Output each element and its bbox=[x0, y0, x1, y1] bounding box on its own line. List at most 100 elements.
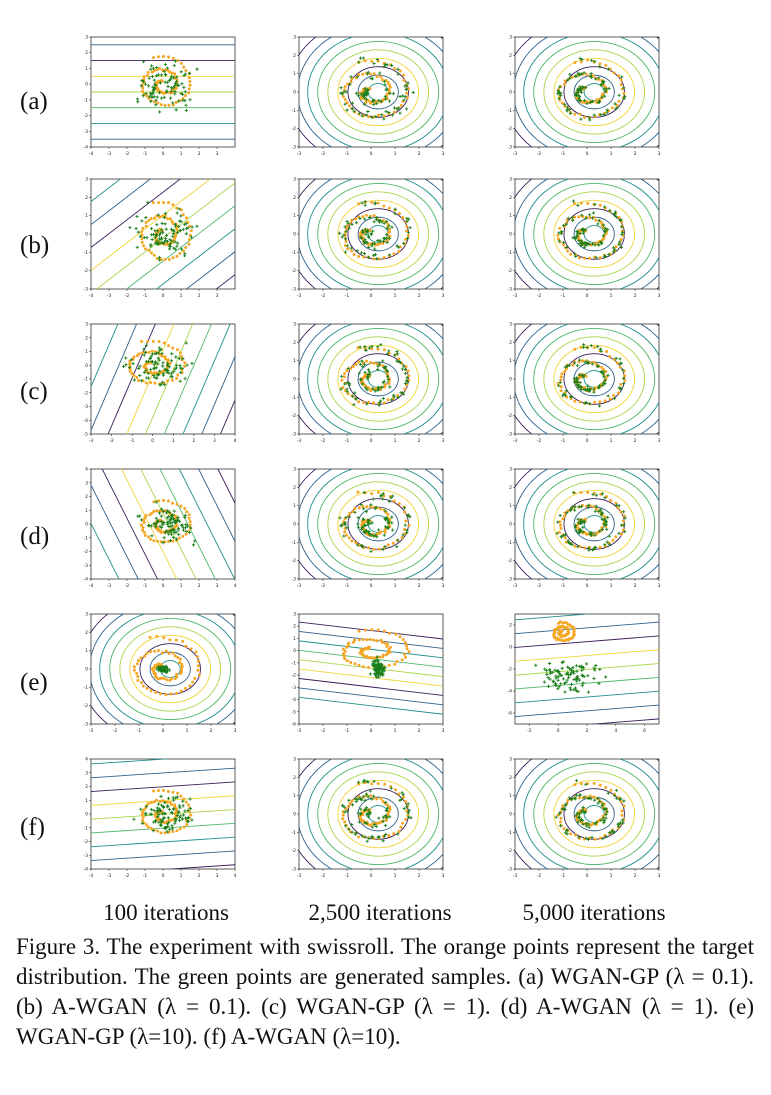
generated-point bbox=[585, 102, 589, 106]
x-tick-label: 0 bbox=[586, 293, 589, 299]
x-tick-label: 2 bbox=[634, 873, 637, 879]
target-point bbox=[406, 233, 410, 237]
target-point bbox=[379, 638, 383, 642]
target-point bbox=[617, 99, 621, 103]
x-tick-label: 1 bbox=[610, 873, 613, 879]
generated-point bbox=[564, 222, 568, 226]
target-point bbox=[153, 381, 157, 385]
target-point bbox=[165, 678, 169, 682]
target-point bbox=[171, 346, 175, 350]
generated-point bbox=[575, 232, 579, 236]
target-point bbox=[173, 803, 177, 807]
target-point bbox=[156, 55, 160, 59]
target-point bbox=[367, 115, 371, 119]
generated-point bbox=[581, 85, 585, 89]
generated-point bbox=[594, 493, 598, 497]
target-point bbox=[397, 249, 401, 253]
generated-point bbox=[366, 70, 370, 74]
generated-point bbox=[157, 233, 162, 237]
target-point bbox=[166, 499, 170, 503]
generated-point bbox=[405, 805, 409, 809]
generated-point bbox=[564, 389, 568, 393]
generated-point bbox=[361, 230, 365, 235]
generated-point bbox=[347, 798, 351, 802]
target-point bbox=[145, 651, 149, 655]
contour-line bbox=[91, 324, 138, 432]
generated-point bbox=[586, 361, 590, 365]
generated-point bbox=[591, 548, 595, 552]
generated-point bbox=[617, 504, 621, 508]
generated-point bbox=[382, 80, 386, 84]
generated-point bbox=[606, 515, 610, 520]
generated-point bbox=[581, 227, 585, 231]
x-tick-label: 1 bbox=[394, 583, 397, 589]
y-tick-label: -3 bbox=[84, 129, 89, 135]
target-point bbox=[563, 536, 567, 540]
y-tick-label: -3 bbox=[508, 287, 513, 293]
target-point bbox=[170, 378, 174, 382]
y-tick-label: -1 bbox=[508, 250, 513, 256]
generated-point bbox=[373, 389, 377, 393]
x-tick-label: -2 bbox=[321, 151, 326, 157]
generated-point bbox=[580, 668, 584, 672]
generated-point bbox=[587, 503, 591, 507]
target-point bbox=[149, 537, 153, 541]
generated-point bbox=[360, 526, 364, 530]
generated-point bbox=[178, 363, 182, 368]
target-point bbox=[365, 359, 369, 363]
generated-point bbox=[589, 344, 593, 348]
target-point bbox=[612, 71, 616, 75]
target-point bbox=[370, 628, 374, 632]
target-point bbox=[404, 655, 408, 659]
generated-point bbox=[150, 95, 154, 100]
generated-point bbox=[582, 98, 586, 102]
x-tick-label: -1 bbox=[561, 873, 566, 879]
target-point bbox=[183, 364, 187, 368]
generated-point bbox=[373, 533, 377, 537]
generated-point bbox=[605, 810, 609, 814]
generated-point bbox=[159, 823, 163, 827]
generated-point bbox=[178, 219, 182, 223]
target-point bbox=[174, 638, 178, 642]
generated-point bbox=[166, 84, 170, 89]
generated-point bbox=[359, 378, 363, 382]
generated-point bbox=[359, 235, 363, 239]
generated-point bbox=[382, 221, 386, 225]
generated-point bbox=[344, 515, 348, 520]
generated-point bbox=[591, 216, 595, 220]
generated-point bbox=[363, 345, 367, 349]
target-point bbox=[363, 628, 367, 632]
generated-point bbox=[374, 824, 378, 829]
generated-point bbox=[146, 84, 151, 88]
generated-point bbox=[556, 678, 560, 682]
target-point bbox=[154, 690, 158, 694]
generated-point bbox=[605, 540, 609, 544]
generated-point bbox=[170, 827, 175, 831]
y-tick-label: 1 bbox=[293, 503, 296, 509]
generated-point bbox=[407, 217, 411, 221]
generated-point bbox=[576, 517, 580, 521]
generated-point bbox=[149, 244, 153, 248]
contour-line bbox=[198, 469, 235, 543]
generated-point bbox=[592, 676, 596, 681]
generated-point bbox=[356, 797, 360, 802]
target-point bbox=[407, 374, 411, 378]
y-tick-label: -4 bbox=[84, 418, 89, 424]
generated-point bbox=[556, 92, 560, 96]
generated-point bbox=[147, 376, 151, 380]
generated-point bbox=[179, 370, 183, 375]
generated-point bbox=[367, 235, 371, 239]
y-tick-label: -3 bbox=[84, 853, 89, 859]
generated-point bbox=[350, 830, 354, 834]
generated-point bbox=[174, 817, 178, 821]
generated-point bbox=[144, 813, 148, 817]
generated-point bbox=[384, 88, 388, 92]
generated-point bbox=[142, 347, 146, 351]
target-point bbox=[370, 492, 374, 496]
generated-point bbox=[366, 808, 370, 812]
generated-point bbox=[156, 373, 160, 377]
generated-point bbox=[613, 102, 617, 106]
target-point bbox=[372, 257, 376, 261]
